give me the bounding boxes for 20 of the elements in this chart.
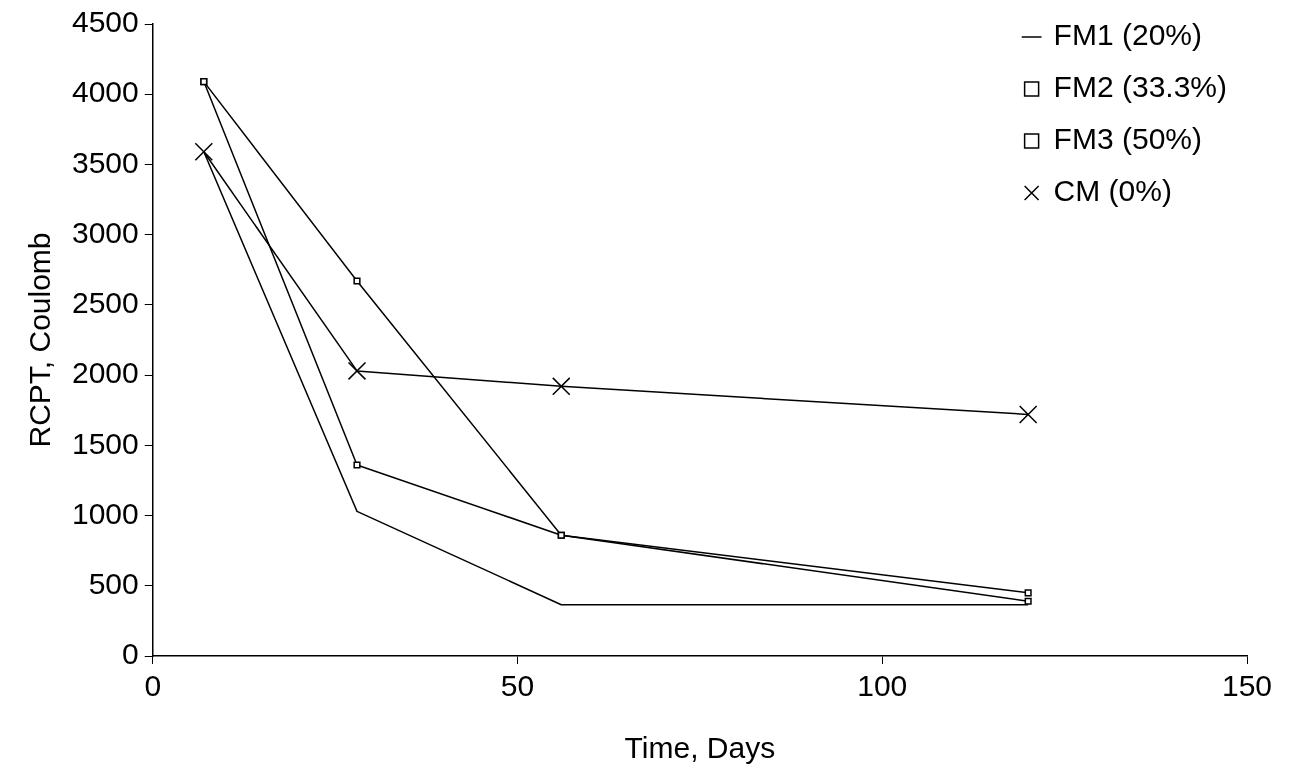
y-tick-label: 1500 — [71, 426, 139, 460]
x-axis-title: Time, Days — [624, 731, 776, 765]
y-tick-label: 500 — [88, 567, 139, 601]
y-tick-label: 1000 — [71, 496, 139, 530]
y-tick-label: 0 — [122, 637, 139, 671]
x-tick-label: 150 — [1221, 669, 1273, 703]
legend-label: FM2 (33.3%) — [1053, 70, 1228, 104]
y-axis-title: RCPT, Coulomb — [23, 232, 57, 448]
x-tick-label: 100 — [857, 669, 908, 703]
y-tick-label: 3000 — [71, 215, 139, 249]
y-tick-label: 2000 — [71, 356, 139, 390]
y-tick-label: 4000 — [71, 75, 139, 109]
legend-label: FM3 (50%) — [1053, 122, 1202, 156]
legend-label: FM1 (20%) — [1053, 18, 1202, 52]
y-tick-label: 4500 — [71, 5, 139, 39]
y-tick-label: 2500 — [71, 286, 139, 320]
legend-label: CM (0%) — [1053, 174, 1172, 208]
x-tick-label: 0 — [144, 669, 162, 703]
x-tick-label: 50 — [500, 669, 535, 703]
y-tick-label: 3500 — [71, 145, 139, 179]
